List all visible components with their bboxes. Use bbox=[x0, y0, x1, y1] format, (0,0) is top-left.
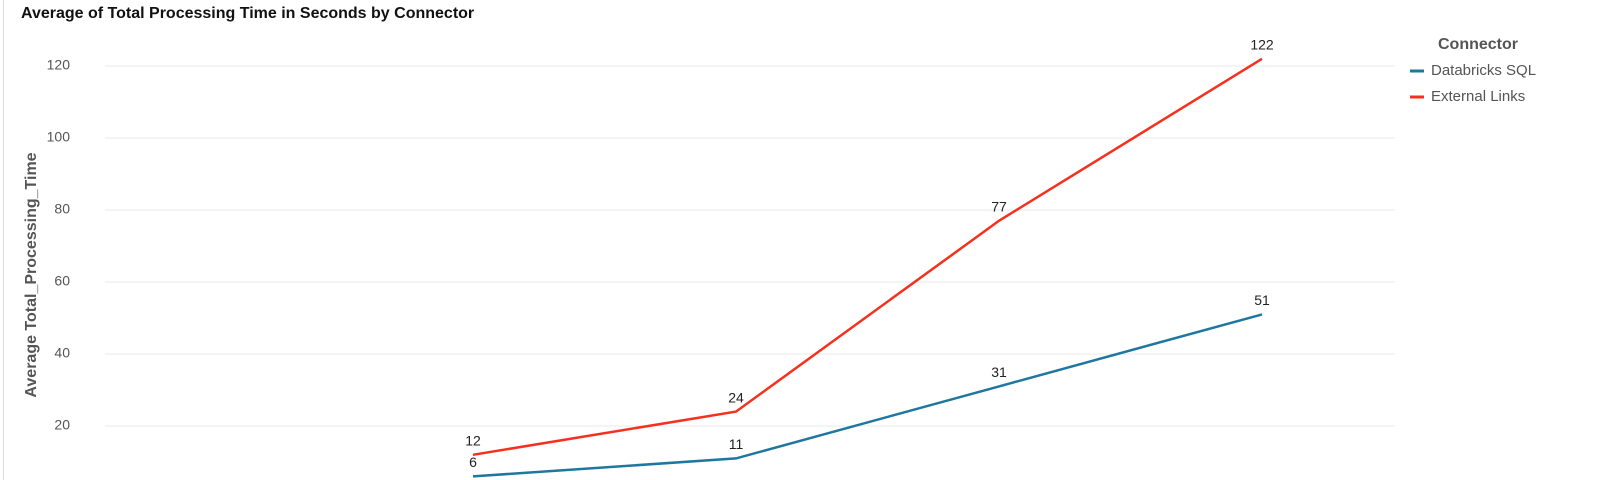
y-tick-label: 20 bbox=[54, 417, 70, 433]
data-label: 77 bbox=[991, 199, 1007, 215]
series-line bbox=[472, 313, 1263, 478]
data-label: 122 bbox=[1250, 37, 1274, 53]
y-tick-label: 120 bbox=[47, 57, 71, 73]
data-label: 12 bbox=[465, 433, 481, 449]
legend-title: Connector bbox=[1438, 36, 1518, 53]
series-line bbox=[472, 57, 1263, 457]
y-tick-label: 100 bbox=[47, 129, 71, 145]
data-label: 24 bbox=[728, 389, 744, 405]
data-label: 51 bbox=[1254, 292, 1270, 308]
y-tick-label: 80 bbox=[54, 201, 70, 217]
y-tick-label: 40 bbox=[54, 345, 70, 361]
data-label: 6 bbox=[469, 454, 477, 470]
y-axis-label: Average Total_Processing_Time bbox=[23, 152, 40, 397]
legend-label: External Links bbox=[1431, 88, 1525, 105]
y-tick-label: 60 bbox=[54, 273, 70, 289]
legend-label: Databricks SQL bbox=[1431, 62, 1536, 79]
chart-title: Average of Total Processing Time in Seco… bbox=[21, 5, 474, 22]
data-label: 31 bbox=[991, 364, 1007, 380]
data-label: 11 bbox=[729, 436, 744, 452]
